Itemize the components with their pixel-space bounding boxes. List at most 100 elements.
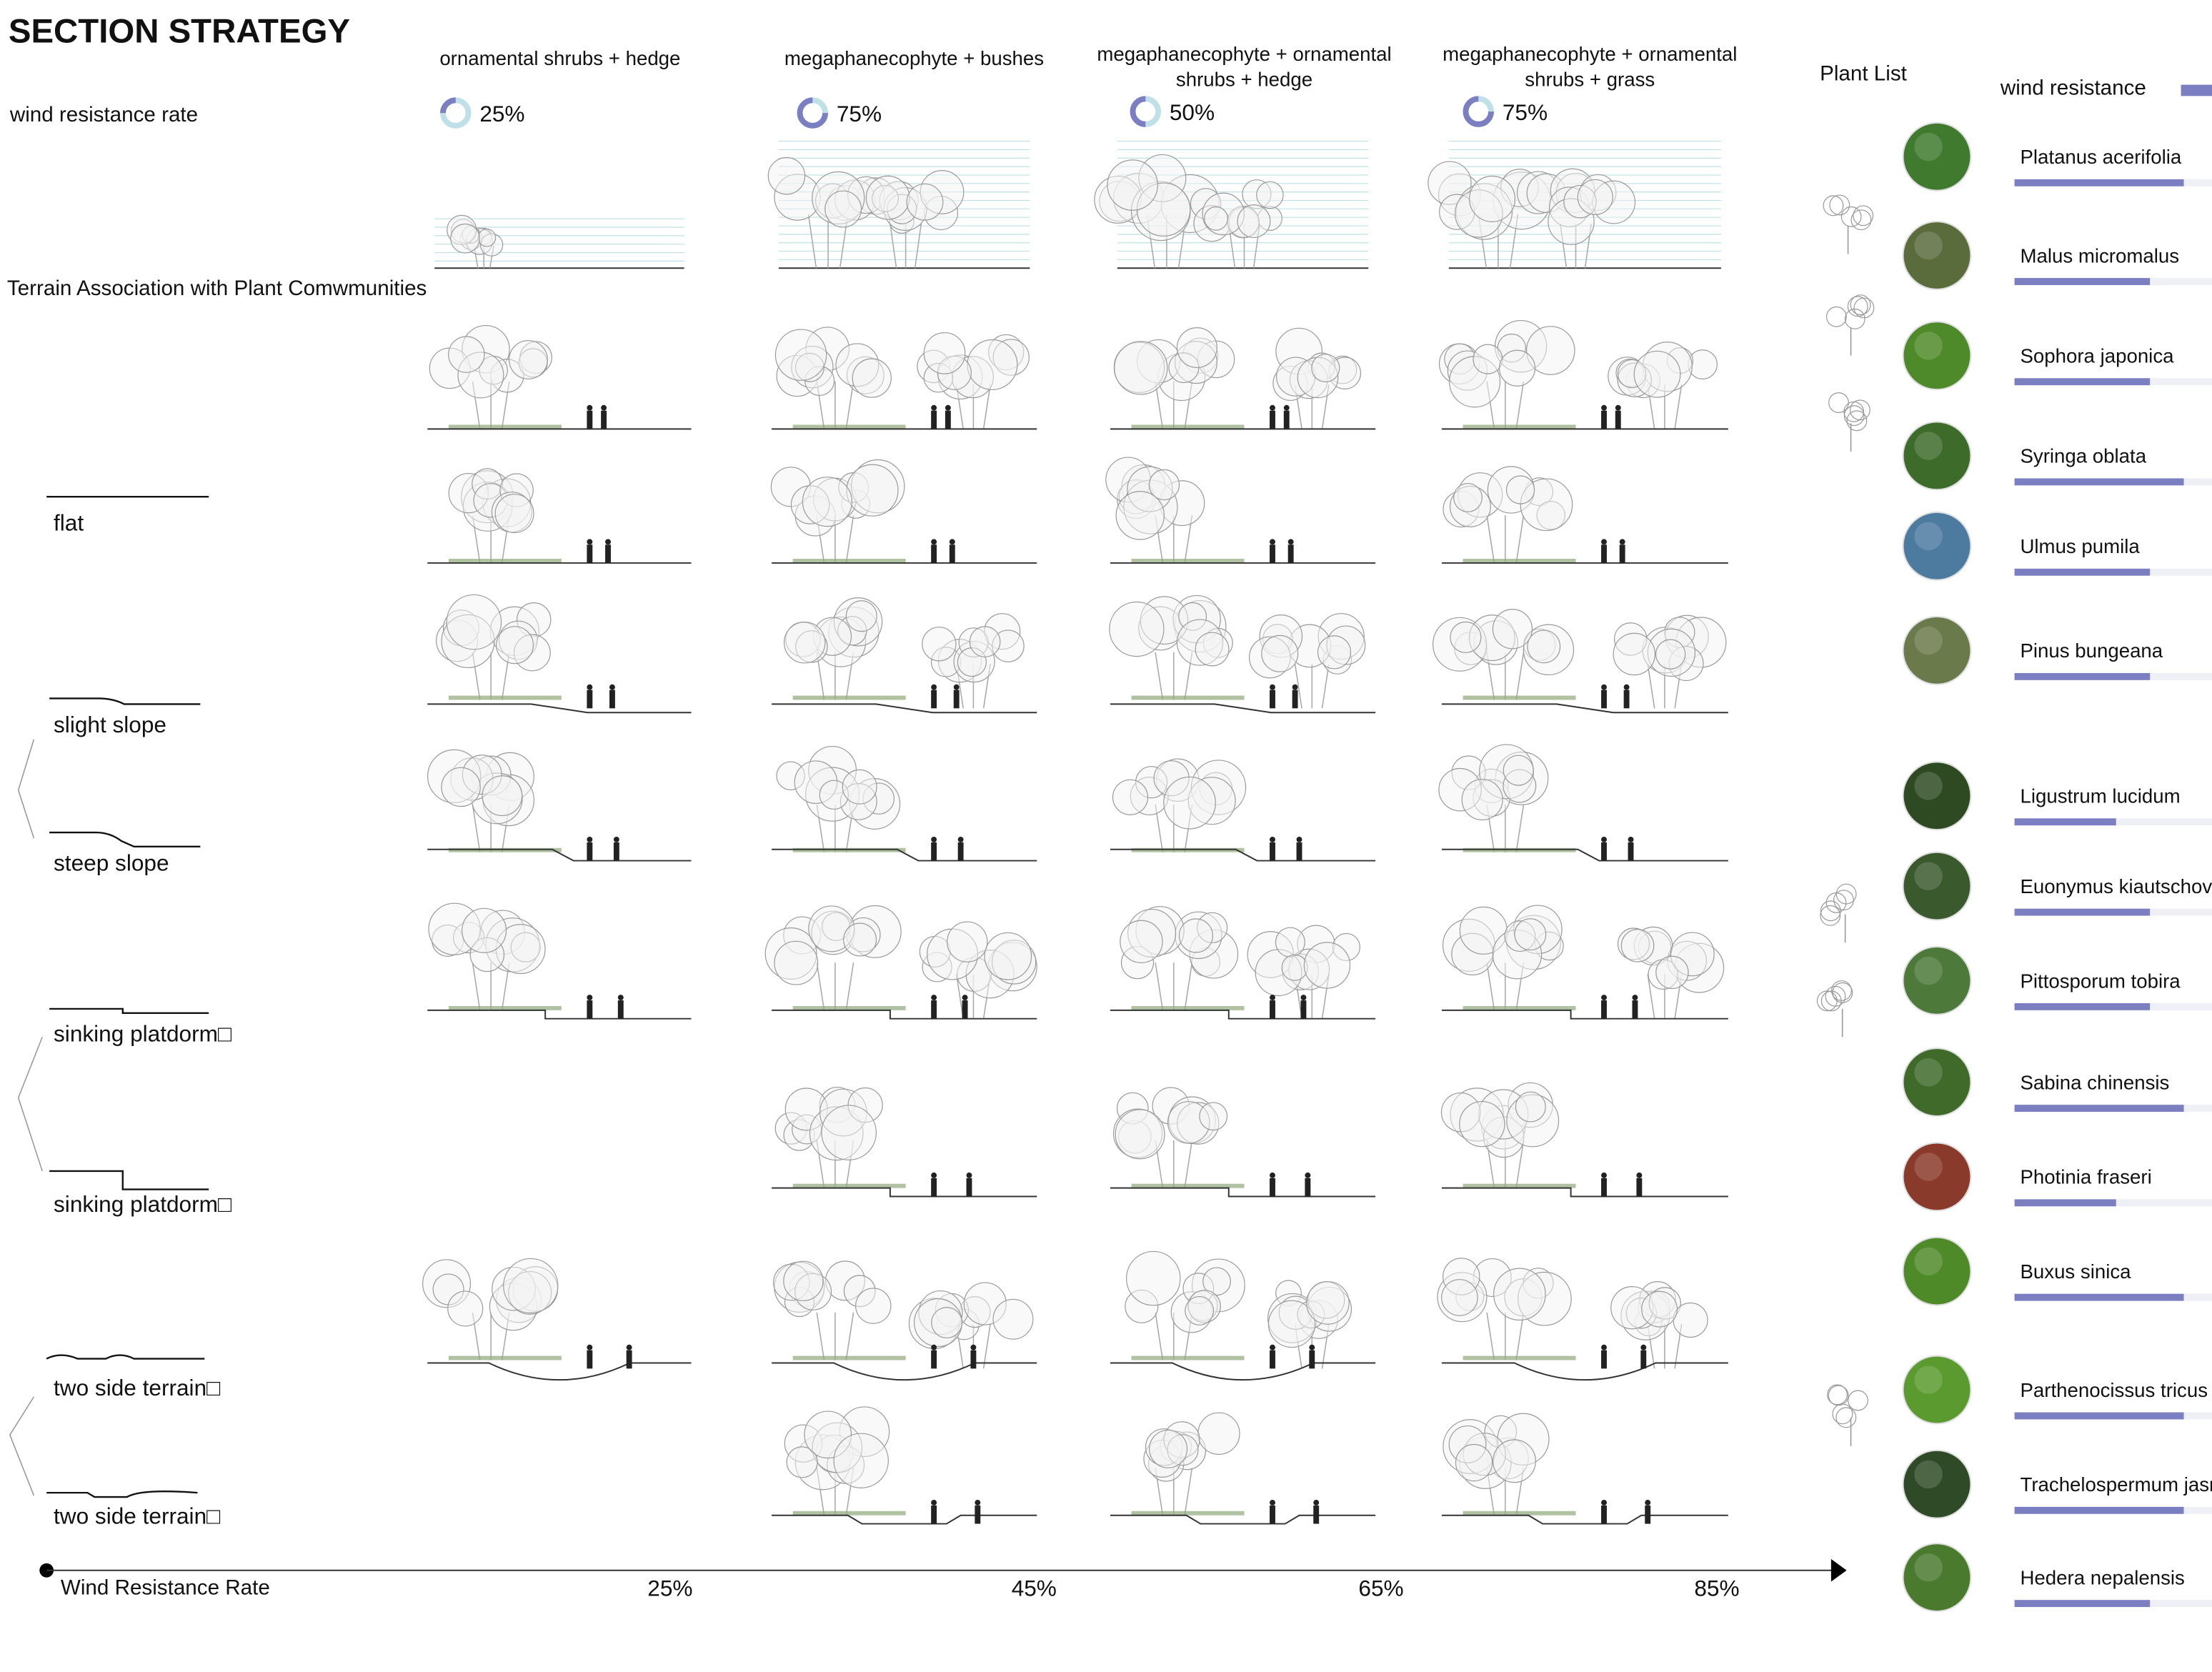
person bbox=[601, 410, 607, 429]
ground-line bbox=[427, 848, 692, 862]
person-head bbox=[601, 404, 607, 411]
plant-photo bbox=[1902, 851, 1972, 921]
tree bbox=[447, 214, 504, 269]
person bbox=[1270, 1000, 1275, 1019]
canopy bbox=[1202, 1267, 1231, 1296]
terrain-icon bbox=[46, 1490, 198, 1498]
canopy bbox=[1195, 632, 1230, 667]
tree bbox=[784, 1406, 890, 1516]
donut-arc bbox=[1463, 96, 1494, 127]
terrain-icon bbox=[49, 831, 201, 847]
tree bbox=[1526, 168, 1636, 269]
person bbox=[1270, 842, 1275, 861]
plant-photo-highlight bbox=[1914, 862, 1943, 891]
plant-name: Sophora japonica bbox=[2020, 345, 2174, 367]
person bbox=[953, 690, 960, 709]
trunk bbox=[982, 1324, 991, 1369]
person-head bbox=[1305, 1172, 1311, 1178]
ground-line bbox=[1441, 1514, 1728, 1525]
person-head bbox=[1601, 684, 1607, 690]
person bbox=[1300, 1000, 1307, 1019]
wind-bar bbox=[2014, 908, 2151, 916]
terrain-icon bbox=[49, 1007, 209, 1014]
canopy bbox=[923, 332, 966, 374]
canopy bbox=[1655, 639, 1686, 670]
canopy bbox=[1107, 159, 1158, 211]
axis-tick-label: 45% bbox=[1012, 1575, 1057, 1601]
person-head bbox=[962, 995, 968, 1001]
terrain-label: sinking platdorm□ bbox=[54, 1020, 231, 1046]
tree bbox=[764, 905, 902, 1010]
tree bbox=[776, 745, 901, 852]
canopy bbox=[1848, 1390, 1868, 1411]
canopy bbox=[1831, 980, 1852, 1001]
section-cell bbox=[1109, 594, 1376, 714]
column-header: megaphanecophyte + bushes bbox=[784, 47, 1044, 69]
plant-silhouette bbox=[1827, 1384, 1868, 1446]
plant-photo bbox=[1902, 615, 1972, 685]
canopy bbox=[1317, 635, 1352, 670]
tree bbox=[767, 156, 895, 269]
person-head bbox=[931, 1499, 937, 1506]
canopy bbox=[450, 223, 480, 254]
section-cell bbox=[1110, 758, 1376, 862]
terrain-label: two side terrain□ bbox=[54, 1503, 220, 1529]
axis-arrow bbox=[1830, 1558, 1847, 1582]
canopy bbox=[947, 921, 988, 962]
tree bbox=[1193, 179, 1284, 269]
person bbox=[1628, 842, 1634, 861]
canopy bbox=[846, 464, 899, 517]
person-head bbox=[1645, 1499, 1651, 1506]
person bbox=[1623, 690, 1630, 709]
canopy bbox=[1827, 1384, 1848, 1405]
canopy bbox=[1828, 392, 1849, 413]
plant-photo bbox=[1902, 221, 1972, 290]
canopy bbox=[1641, 1290, 1678, 1328]
canopy bbox=[1825, 306, 1847, 327]
canopy bbox=[843, 922, 877, 957]
person bbox=[1636, 1178, 1643, 1197]
canopy bbox=[1515, 1091, 1546, 1123]
section-cell bbox=[772, 745, 1037, 862]
trunk bbox=[1515, 1312, 1525, 1360]
grass bbox=[1131, 1005, 1245, 1010]
canopy bbox=[1450, 621, 1482, 653]
wind-bar bbox=[2014, 1506, 2184, 1514]
person bbox=[931, 842, 937, 861]
legend-label: wind resistance bbox=[2000, 76, 2146, 99]
wind-bar bbox=[2014, 179, 2184, 186]
plant-name: Platanus acerifolia bbox=[2020, 146, 2181, 168]
grass bbox=[1131, 559, 1245, 563]
plant-photo-highlight bbox=[1914, 1553, 1943, 1582]
person-head bbox=[1601, 836, 1607, 842]
person-head bbox=[1270, 1499, 1275, 1506]
grass bbox=[792, 559, 906, 563]
trunk bbox=[845, 1312, 855, 1360]
tree bbox=[1433, 609, 1575, 700]
person-head bbox=[1623, 684, 1630, 690]
terrain-title: Terrain Association with Plant Comwmunit… bbox=[7, 277, 427, 300]
ground-line bbox=[1441, 848, 1728, 862]
title: SECTION STRATEGY bbox=[9, 12, 350, 50]
canopy bbox=[462, 907, 507, 953]
plant-photo-highlight bbox=[1914, 522, 1943, 551]
person-head bbox=[609, 684, 615, 690]
tree bbox=[1109, 594, 1233, 700]
person bbox=[931, 690, 937, 709]
canopy bbox=[1237, 204, 1271, 239]
plant-silhouette bbox=[1823, 194, 1874, 254]
rate-value: 50% bbox=[1170, 99, 1215, 125]
trunk bbox=[472, 962, 481, 1010]
plant-photo bbox=[1902, 1236, 1972, 1306]
trunk bbox=[845, 381, 855, 429]
person-head bbox=[970, 1344, 977, 1350]
donut-arc bbox=[1130, 96, 1146, 127]
grass bbox=[1131, 424, 1245, 429]
person bbox=[609, 690, 615, 709]
trunk bbox=[472, 804, 481, 852]
trunk bbox=[890, 223, 897, 269]
canopy bbox=[967, 339, 1018, 390]
section-cell bbox=[427, 749, 692, 862]
canopy bbox=[1825, 892, 1847, 913]
